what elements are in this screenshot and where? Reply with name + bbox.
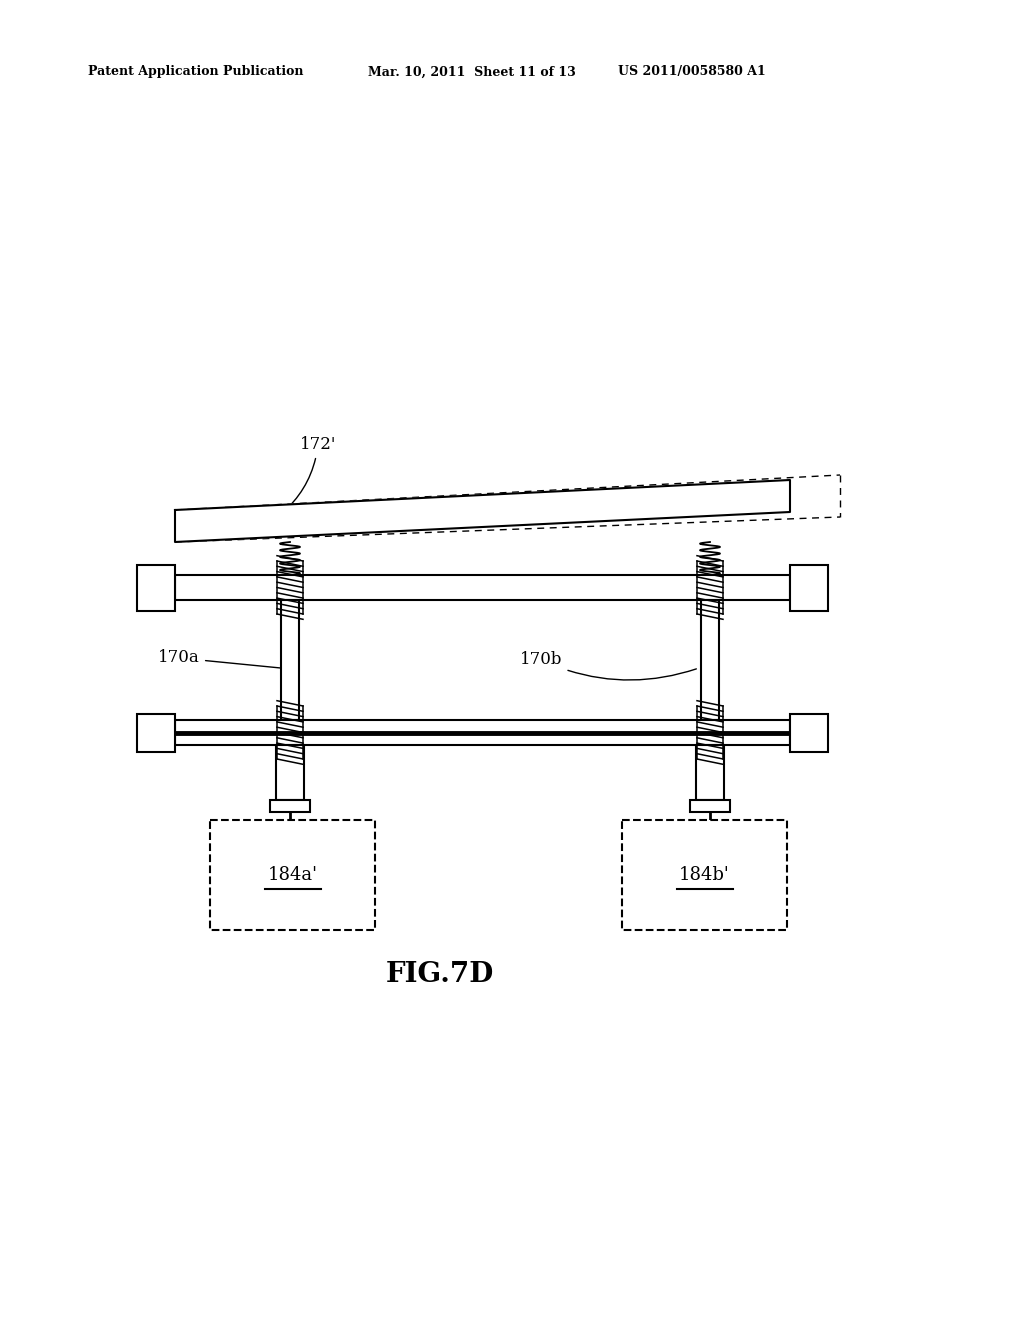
Bar (690, 800, 730, 812)
Bar (790, 565, 828, 611)
Bar (175, 576, 790, 601)
Bar (281, 601, 299, 719)
Text: Mar. 10, 2011  Sheet 11 of 13: Mar. 10, 2011 Sheet 11 of 13 (368, 66, 575, 78)
Bar (701, 601, 719, 719)
Bar (276, 744, 304, 800)
Bar (622, 820, 787, 931)
Bar (137, 714, 175, 752)
Text: 170b: 170b (520, 652, 696, 680)
Text: Patent Application Publication: Patent Application Publication (88, 66, 303, 78)
Bar (270, 800, 310, 812)
Text: 170a: 170a (159, 649, 298, 669)
Text: US 2011/0058580 A1: US 2011/0058580 A1 (618, 66, 766, 78)
Text: 184a': 184a' (267, 866, 317, 884)
Bar (175, 719, 790, 744)
Bar (696, 744, 724, 800)
Polygon shape (175, 480, 790, 543)
Text: 184b': 184b' (679, 866, 730, 884)
Text: 172': 172' (282, 436, 336, 513)
Bar (137, 565, 175, 611)
Bar (210, 820, 375, 931)
Text: FIG.7D: FIG.7D (386, 961, 495, 989)
Bar (790, 714, 828, 752)
